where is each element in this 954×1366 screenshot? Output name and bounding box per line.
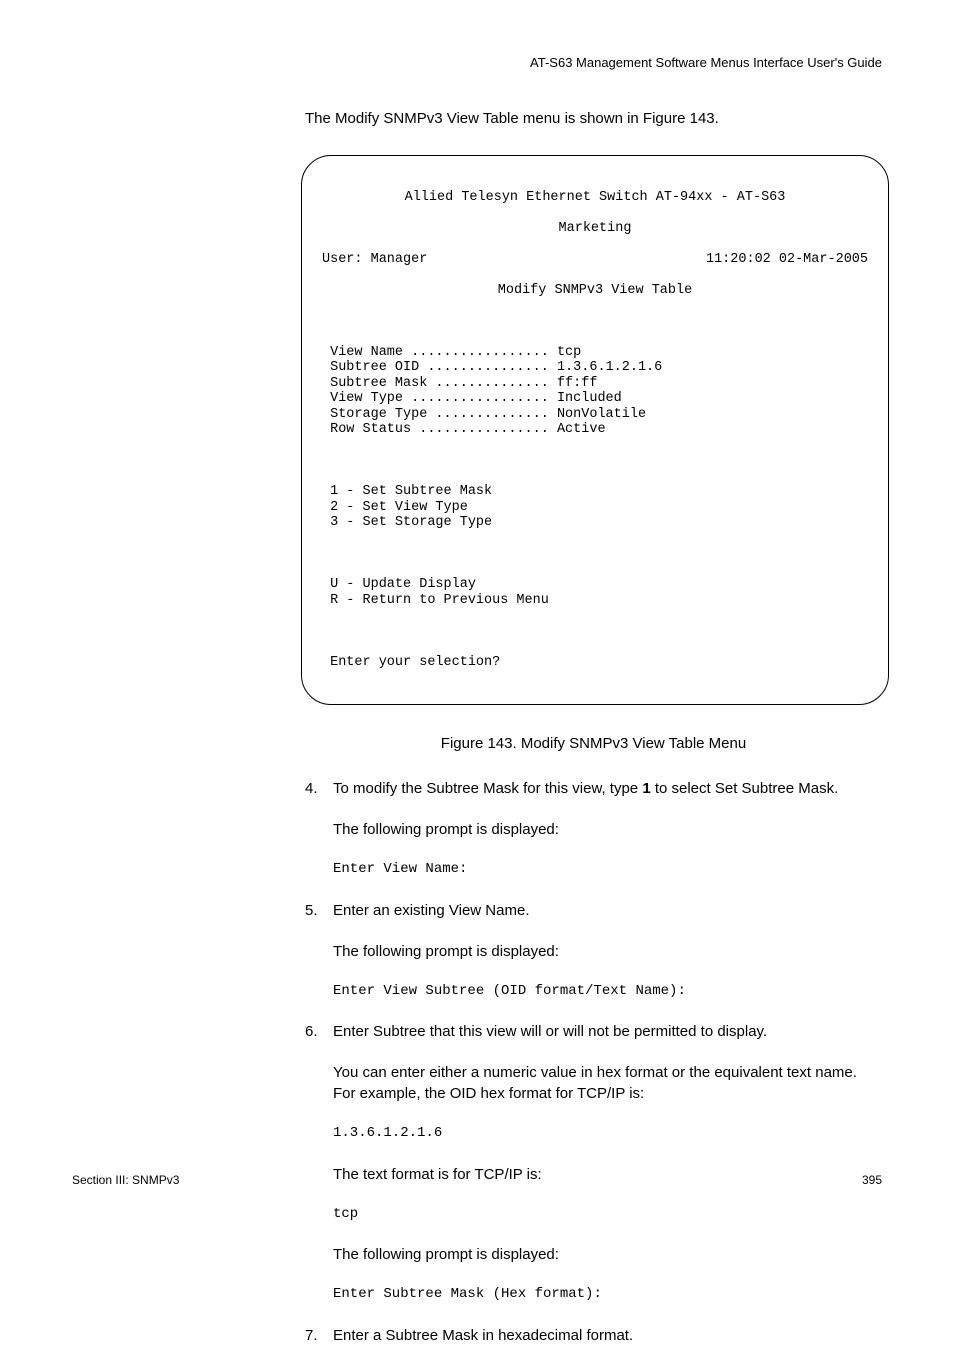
step-7-para1: Enter a Subtree Mask in hexadecimal form… bbox=[333, 1325, 882, 1346]
terminal-blank-2 bbox=[322, 453, 868, 469]
step-6-para4: The following prompt is displayed: bbox=[333, 1244, 882, 1265]
step-6-code1: 1.3.6.1.2.1.6 bbox=[333, 1124, 882, 1144]
terminal-nav: U - Update Display R - Return to Previou… bbox=[322, 577, 868, 608]
step-4: 4. To modify the Subtree Mask for this v… bbox=[305, 778, 882, 880]
terminal-user-right: 11:20:02 02-Mar-2005 bbox=[706, 252, 868, 268]
page-footer-left: Section III: SNMPv3 bbox=[72, 1173, 179, 1187]
step-6-para1: Enter Subtree that this view will or wil… bbox=[333, 1021, 882, 1042]
step-number: 4. bbox=[305, 778, 333, 880]
page-header: AT-S63 Management Software Menus Interfa… bbox=[530, 55, 882, 70]
terminal-userline: User: Manager 11:20:02 02-Mar-2005 bbox=[322, 252, 868, 268]
page-footer-right: 395 bbox=[862, 1173, 882, 1187]
step-4-para1-post: to select Set Subtree Mask. bbox=[651, 780, 839, 797]
terminal-blank-3 bbox=[322, 546, 868, 562]
step-5-para1: Enter an existing View Name. bbox=[333, 900, 882, 921]
step-list: 4. To modify the Subtree Mask for this v… bbox=[305, 778, 882, 1346]
step-4-para2: The following prompt is displayed: bbox=[333, 819, 882, 840]
terminal-title: Modify SNMPv3 View Table bbox=[322, 283, 868, 299]
intro-text: The Modify SNMPv3 View Table menu is sho… bbox=[305, 110, 882, 127]
step-number: 6. bbox=[305, 1021, 333, 1305]
step-4-para1: To modify the Subtree Mask for this view… bbox=[333, 778, 882, 799]
step-5: 5. Enter an existing View Name. The foll… bbox=[305, 900, 882, 1002]
terminal-user-left: User: Manager bbox=[322, 252, 427, 268]
step-5-para2: The following prompt is displayed: bbox=[333, 941, 882, 962]
terminal-menu: 1 - Set Subtree Mask 2 - Set View Type 3… bbox=[322, 484, 868, 531]
step-body: Enter a Subtree Mask in hexadecimal form… bbox=[333, 1325, 882, 1346]
terminal-fields: View Name ................. tcp Subtree … bbox=[322, 345, 868, 438]
terminal-header-line1: Allied Telesyn Ethernet Switch AT-94xx -… bbox=[322, 190, 868, 206]
step-6-para2: You can enter either a numeric value in … bbox=[333, 1062, 882, 1104]
step-body: To modify the Subtree Mask for this view… bbox=[333, 778, 882, 880]
terminal-blank-1 bbox=[322, 314, 868, 330]
step-body: Enter Subtree that this view will or wil… bbox=[333, 1021, 882, 1305]
step-7: 7. Enter a Subtree Mask in hexadecimal f… bbox=[305, 1325, 882, 1346]
content-area: The Modify SNMPv3 View Table menu is sho… bbox=[305, 110, 882, 1366]
step-number: 7. bbox=[305, 1325, 333, 1346]
terminal-blank-4 bbox=[322, 624, 868, 640]
figure-caption: Figure 143. Modify SNMPv3 View Table Men… bbox=[305, 735, 882, 752]
step-6: 6. Enter Subtree that this view will or … bbox=[305, 1021, 882, 1305]
step-number: 5. bbox=[305, 900, 333, 1002]
step-4-code1: Enter View Name: bbox=[333, 860, 882, 880]
terminal-header-line2: Marketing bbox=[322, 221, 868, 237]
step-5-code1: Enter View Subtree (OID format/Text Name… bbox=[333, 982, 882, 1002]
terminal-box: Allied Telesyn Ethernet Switch AT-94xx -… bbox=[301, 155, 889, 705]
step-4-para1-pre: To modify the Subtree Mask for this view… bbox=[333, 780, 642, 797]
step-6-code2: tcp bbox=[333, 1205, 882, 1225]
step-6-code3: Enter Subtree Mask (Hex format): bbox=[333, 1285, 882, 1305]
step-4-para1-bold: 1 bbox=[642, 780, 650, 797]
step-body: Enter an existing View Name. The followi… bbox=[333, 900, 882, 1002]
step-6-para3: The text format is for TCP/IP is: bbox=[333, 1164, 882, 1185]
terminal-prompt: Enter your selection? bbox=[322, 655, 868, 671]
